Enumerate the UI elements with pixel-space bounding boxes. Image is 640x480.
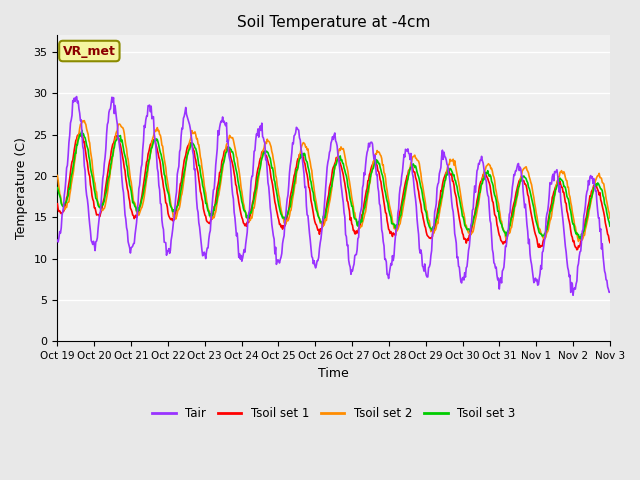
Title: Soil Temperature at -4cm: Soil Temperature at -4cm — [237, 15, 430, 30]
Y-axis label: Temperature (C): Temperature (C) — [15, 137, 28, 239]
X-axis label: Time: Time — [318, 367, 349, 380]
Legend: Tair, Tsoil set 1, Tsoil set 2, Tsoil set 3: Tair, Tsoil set 1, Tsoil set 2, Tsoil se… — [147, 402, 520, 425]
Text: VR_met: VR_met — [63, 45, 116, 58]
